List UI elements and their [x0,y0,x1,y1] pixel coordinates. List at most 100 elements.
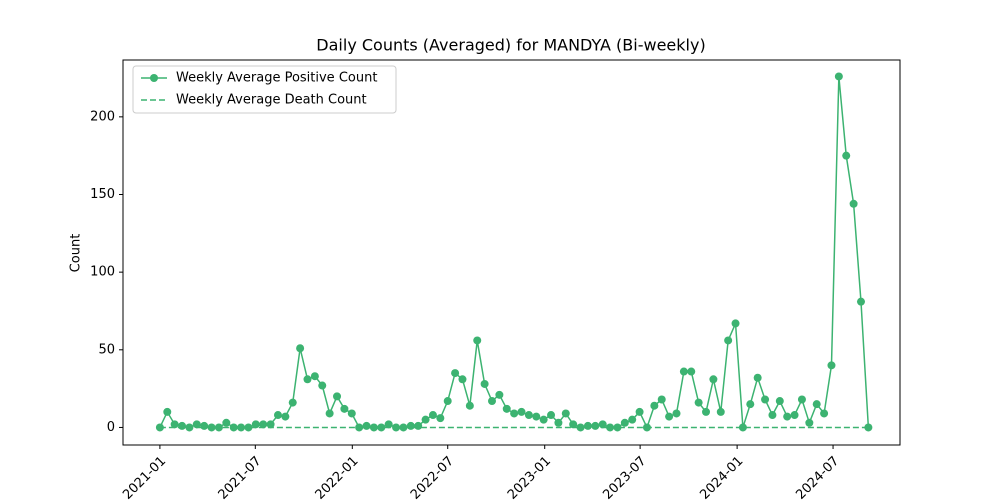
data-point [281,412,290,421]
data-point [458,375,467,384]
data-point [598,420,607,429]
data-point [864,423,873,432]
data-point [303,375,312,384]
data-point [709,375,718,384]
data-point [273,411,282,420]
data-point [591,421,600,430]
data-point [783,412,792,421]
data-point [768,411,777,420]
legend: Weekly Average Positive Count Weekly Aver… [132,65,397,114]
data-point [222,418,231,427]
data-point [849,199,858,208]
data-point [583,421,592,430]
data-point [650,401,659,410]
legend-marker [150,74,158,82]
data-point [702,407,711,416]
data-point [805,418,814,427]
data-point [746,400,755,409]
data-point [694,398,703,407]
data-point [244,423,253,432]
legend-label: Weekly Average Positive Count [176,71,377,86]
data-point [192,420,201,429]
data-point [443,397,452,406]
data-point [672,409,681,418]
data-point [761,395,770,404]
data-point [797,395,806,404]
data-point [554,418,563,427]
data-point [665,412,674,421]
data-point [753,373,762,382]
y-tick-label: 200 [90,109,115,124]
data-point [532,412,541,421]
data-point [547,411,556,420]
data-point [369,423,378,432]
data-point [812,400,821,409]
data-point [207,423,216,432]
data-point [502,404,511,413]
plot-frame [122,59,901,446]
data-point [325,409,334,418]
data-point [679,367,688,376]
chart-title: Daily Counts (Averaged) for MANDYA (Bi-w… [316,36,705,55]
data-point [635,407,644,416]
data-point [288,398,297,407]
data-point [259,420,268,429]
data-point [576,423,585,432]
data-point [620,418,629,427]
legend-label: Weekly Average Death Count [176,93,367,108]
data-point [731,319,740,328]
data-point [266,420,275,429]
data-point [384,420,393,429]
data-point [724,336,733,345]
data-point [827,361,836,370]
data-point [487,397,496,406]
data-point [340,404,349,413]
data-point [251,420,260,429]
data-point [495,390,504,399]
y-tick-label: 100 [90,265,115,280]
data-point [820,409,829,418]
data-point [296,344,305,353]
data-point [539,415,548,424]
legend-box [132,65,397,114]
data-point [613,423,622,432]
data-point [333,392,342,401]
data-point [473,336,482,345]
data-point [775,397,784,406]
data-point [628,415,637,424]
data-point [421,415,430,424]
data-point [842,151,851,160]
data-point [517,407,526,416]
data-point [465,401,474,410]
data-point [738,423,747,432]
data-point [318,381,327,390]
data-point [310,372,319,381]
data-point [561,409,570,418]
data-point [790,411,799,420]
data-point [569,420,578,429]
data-point [347,409,356,418]
data-point [687,367,696,376]
data-point [428,411,437,420]
data-point [362,421,371,430]
data-point [451,369,460,378]
data-point [163,407,172,416]
data-point [406,421,415,430]
data-point [178,421,187,430]
data-point [716,407,725,416]
y-tick-label: 0 [107,420,115,435]
data-point [856,297,865,306]
y-axis-label: Count [69,234,84,273]
data-point [834,72,843,81]
data-point [657,395,666,404]
data-point [200,421,209,430]
data-point [436,414,445,423]
data-point [480,379,489,388]
data-point [524,411,533,420]
y-tick-label: 50 [98,342,115,357]
data-point [414,421,423,430]
data-point [170,420,179,429]
data-point [510,409,519,418]
y-tick-label: 150 [90,187,115,202]
